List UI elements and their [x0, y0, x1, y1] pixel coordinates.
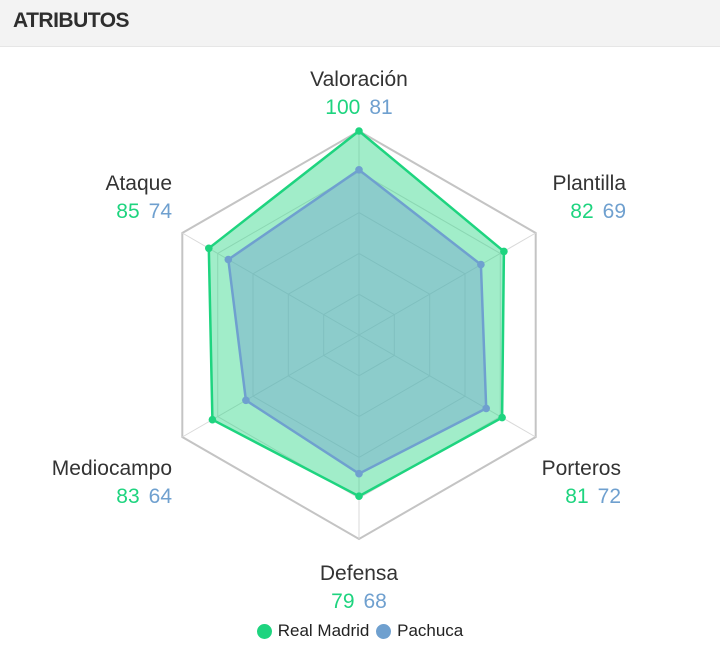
legend-label: Real Madrid	[277, 621, 370, 640]
axis-label: Ataque	[105, 172, 172, 195]
legend-item-series-0[interactable]: Real Madrid	[256, 621, 370, 641]
legend-dot-icon	[256, 623, 272, 639]
value-label: 82	[570, 200, 593, 223]
value-labels: 83 64	[116, 485, 172, 508]
value-label: 83	[116, 485, 139, 508]
value-label: 81	[565, 485, 588, 508]
data-point	[477, 260, 485, 269]
data-point	[224, 255, 233, 264]
axis-label: Valoración	[310, 68, 408, 91]
radar-series	[205, 127, 508, 501]
data-point	[500, 247, 508, 256]
data-point	[355, 492, 363, 501]
legend-item-series-1[interactable]: Pachuca	[376, 621, 463, 641]
radar-labels: Valoración 100 81 Plantilla 82 69 Porteros 81 72…	[52, 68, 627, 613]
axis-label: Defensa	[320, 562, 399, 585]
value-label: 81	[369, 96, 392, 119]
legend-label: Pachuca	[397, 621, 464, 640]
data-point	[355, 127, 363, 135]
value-label: 100	[325, 96, 360, 119]
value-label: 68	[364, 590, 387, 613]
panel-header: ATRIBUTOS	[0, 0, 720, 47]
value-label: 74	[149, 200, 173, 223]
data-point	[482, 404, 491, 413]
data-point	[208, 415, 217, 424]
data-point	[355, 469, 363, 478]
value-labels: 81 72	[565, 485, 621, 508]
data-point	[498, 413, 506, 422]
value-labels: 79 68	[331, 590, 387, 613]
axis-label: Plantilla	[552, 172, 626, 195]
legend-dot-icon	[376, 623, 392, 639]
data-point	[205, 244, 213, 253]
value-label: 72	[598, 485, 621, 508]
value-labels: 85 74	[116, 200, 172, 223]
data-point	[355, 166, 363, 174]
value-label: 64	[149, 485, 173, 508]
value-labels: 100 81	[325, 96, 392, 119]
legend: Real Madrid Pachuca	[0, 621, 720, 644]
value-labels: 82 69	[570, 200, 626, 223]
panel-title: ATRIBUTOS	[13, 9, 130, 32]
value-label: 69	[603, 200, 626, 223]
data-point	[242, 396, 250, 405]
value-label: 85	[116, 200, 139, 223]
axis-label: Mediocampo	[52, 457, 172, 480]
axis-label: Porteros	[542, 457, 621, 480]
grid-spoke	[358, 334, 536, 438]
value-label: 79	[331, 590, 354, 613]
